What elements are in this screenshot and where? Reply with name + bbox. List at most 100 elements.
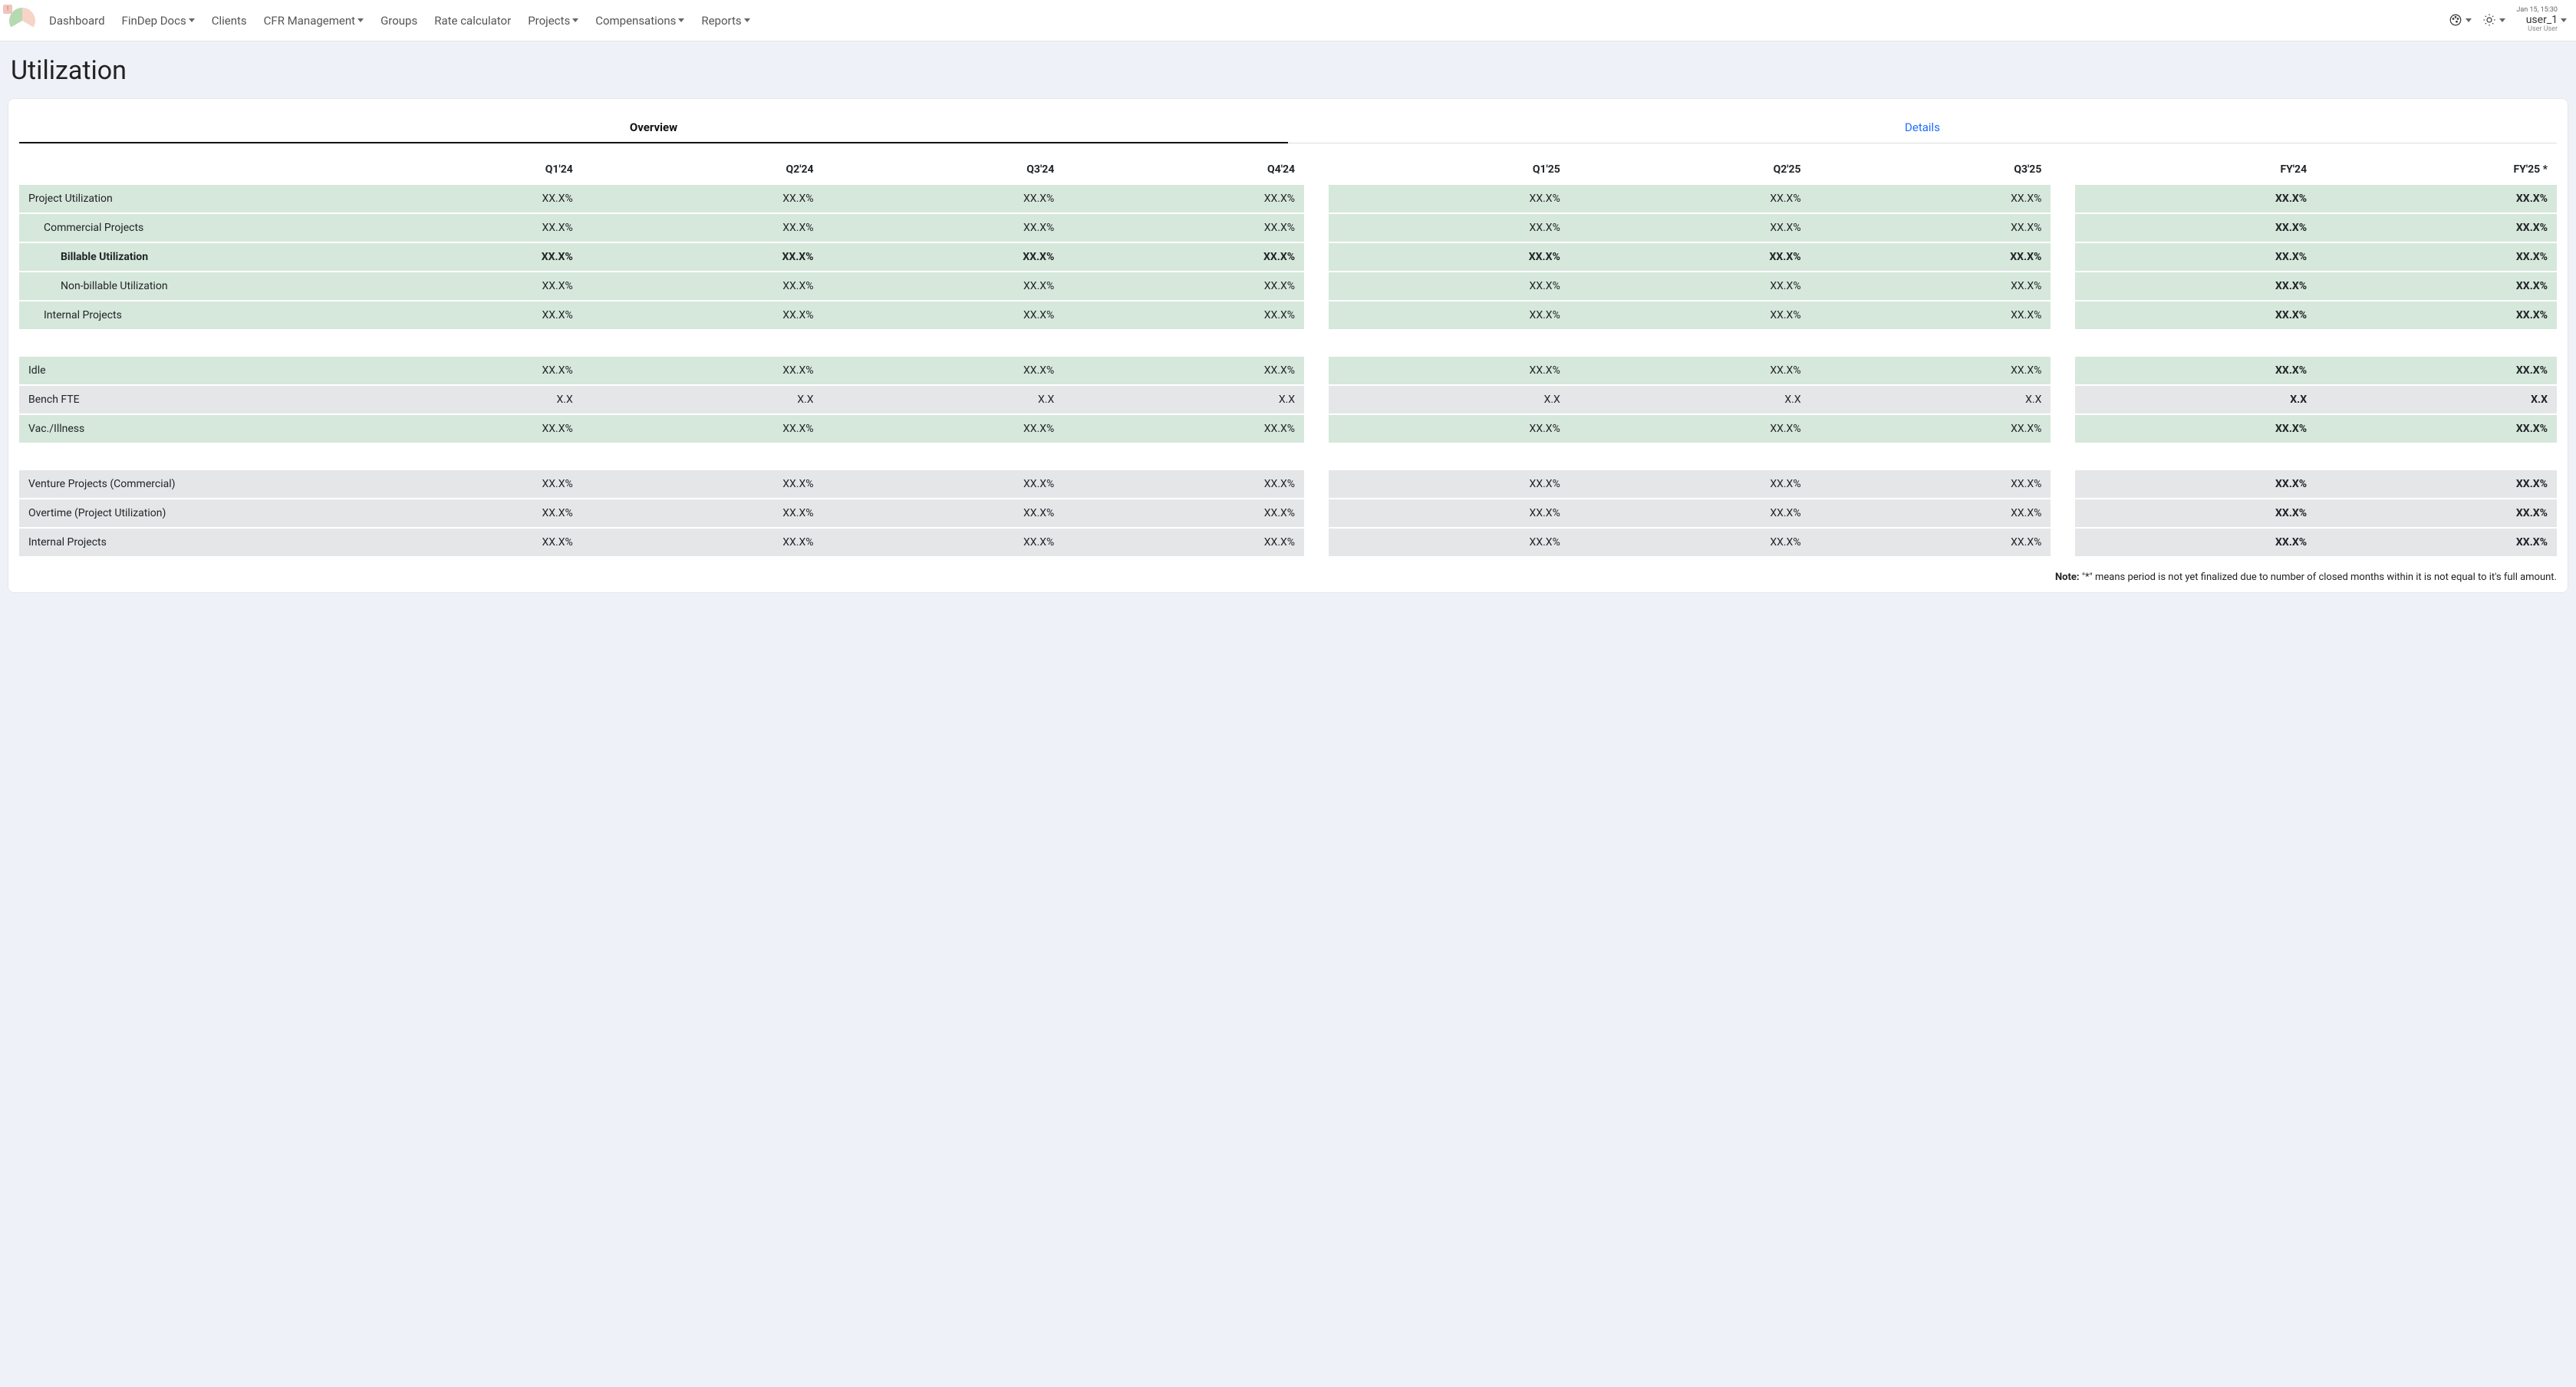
- cell-value: XX.X%: [1810, 243, 2051, 272]
- top-navbar: Dashboard FinDep Docs Clients CFR Manage…: [0, 0, 2576, 41]
- col-fy24: FY'24: [2075, 156, 2316, 185]
- tab-details[interactable]: Details: [1288, 113, 2557, 143]
- chevron-down-icon: [189, 18, 195, 22]
- cell-value: XX.X%: [1063, 499, 1304, 529]
- row-label: Overtime (Project Utilization): [19, 499, 341, 529]
- nav-clients[interactable]: Clients: [212, 14, 247, 28]
- cell-value: XX.X%: [1329, 243, 1570, 272]
- cell-value: XX.X%: [1063, 243, 1304, 272]
- palette-menu[interactable]: [2449, 13, 2472, 27]
- cell-value: XX.X%: [1329, 185, 1570, 214]
- topbar-right: Jan 15, 15:30 user_1 User User: [2449, 7, 2567, 34]
- table-row: Project UtilizationXX.X%XX.X%XX.X%XX.X%X…: [19, 185, 2557, 214]
- page-body: Utilization Overview Details Q1'24 Q2'24…: [0, 41, 2576, 624]
- cell-value: XX.X%: [1063, 214, 1304, 243]
- cell-value: XX.X%: [341, 272, 582, 301]
- cell-value: XX.X%: [341, 415, 582, 444]
- nav-label: Reports: [701, 14, 741, 28]
- nav-reports[interactable]: Reports: [701, 14, 749, 28]
- utilization-table: Q1'24 Q2'24 Q3'24 Q4'24 Q1'25 Q2'25 Q3'2…: [19, 156, 2557, 558]
- cell-value: XX.X%: [1570, 357, 1810, 386]
- utilization-table-wrap: Q1'24 Q2'24 Q3'24 Q4'24 Q1'25 Q2'25 Q3'2…: [19, 156, 2557, 558]
- cell-value: XX.X%: [582, 272, 823, 301]
- row-label: Project Utilization: [19, 185, 341, 214]
- row-label: Non-billable Utilization: [19, 272, 341, 301]
- nav-cfr-management[interactable]: CFR Management: [264, 14, 364, 28]
- row-label: Vac./Illness: [19, 415, 341, 444]
- cell-gap: [2051, 386, 2075, 415]
- cell-value: XX.X%: [2075, 357, 2316, 386]
- cell-value: XX.X%: [2075, 470, 2316, 499]
- cell-value: XX.X%: [1329, 499, 1570, 529]
- cell-value: XX.X%: [2316, 415, 2557, 444]
- cell-value: XX.X%: [2316, 470, 2557, 499]
- cell-value: XX.X%: [1329, 415, 1570, 444]
- cell-value: XX.X%: [582, 185, 823, 214]
- cell-value: XX.X%: [2316, 357, 2557, 386]
- nav-label: Rate calculator: [434, 14, 511, 28]
- cell-value: XX.X%: [823, 243, 1064, 272]
- cell-value: XX.X%: [1570, 301, 1810, 331]
- chevron-down-icon: [2499, 18, 2505, 22]
- cell-gap: [1304, 272, 1329, 301]
- cell-value: XX.X%: [1063, 185, 1304, 214]
- cell-gap: [2051, 185, 2075, 214]
- cell-gap: [2051, 272, 2075, 301]
- nav-groups[interactable]: Groups: [380, 14, 417, 28]
- table-spacer-row: [19, 444, 2557, 470]
- cell-value: XX.X%: [341, 529, 582, 558]
- cell-gap: [1304, 301, 1329, 331]
- table-row: Billable UtilizationXX.X%XX.X%XX.X%XX.X%…: [19, 243, 2557, 272]
- cell-value: XX.X%: [2075, 214, 2316, 243]
- cell-value: XX.X%: [582, 301, 823, 331]
- col-q2-25: Q2'25: [1570, 156, 1810, 185]
- cell-value: XX.X%: [823, 470, 1064, 499]
- cell-value: XX.X%: [2316, 185, 2557, 214]
- cell-value: XX.X%: [2316, 499, 2557, 529]
- footnote: Note: "*" means period is not yet finali…: [19, 572, 2557, 583]
- cell-value: X.X: [1570, 386, 1810, 415]
- cell-value: XX.X%: [1570, 272, 1810, 301]
- nav-dashboard[interactable]: Dashboard: [49, 14, 105, 28]
- nav-rate-calculator[interactable]: Rate calculator: [434, 14, 511, 28]
- chevron-down-icon: [2561, 18, 2567, 22]
- col-q3-24: Q3'24: [823, 156, 1064, 185]
- cell-value: XX.X%: [1570, 529, 1810, 558]
- cell-value: XX.X%: [2075, 243, 2316, 272]
- cell-gap: [2051, 529, 2075, 558]
- theme-menu[interactable]: [2482, 13, 2505, 27]
- cell-value: XX.X%: [341, 499, 582, 529]
- tab-overview[interactable]: Overview: [19, 113, 1288, 143]
- cell-value: XX.X%: [823, 272, 1064, 301]
- cell-value: XX.X%: [2316, 272, 2557, 301]
- cell-value: XX.X%: [2075, 301, 2316, 331]
- cell-value: X.X: [1329, 386, 1570, 415]
- nav-compensations[interactable]: Compensations: [595, 14, 684, 28]
- footnote-prefix: Note:: [2055, 572, 2080, 583]
- tab-bar: Overview Details: [19, 113, 2557, 143]
- table-row: Venture Projects (Commercial)XX.X%XX.X%X…: [19, 470, 2557, 499]
- cell-value: XX.X%: [582, 415, 823, 444]
- cell-value: XX.X%: [823, 214, 1064, 243]
- cell-value: XX.X%: [2316, 243, 2557, 272]
- col-q2-24: Q2'24: [582, 156, 823, 185]
- chevron-down-icon: [357, 18, 364, 22]
- col-gap: [2051, 156, 2075, 185]
- cell-value: XX.X%: [1570, 470, 1810, 499]
- row-label: Internal Projects: [19, 301, 341, 331]
- cell-value: XX.X%: [582, 499, 823, 529]
- table-row: Non-billable UtilizationXX.X%XX.X%XX.X%X…: [19, 272, 2557, 301]
- nav-label: Groups: [380, 14, 417, 28]
- nav-projects[interactable]: Projects: [528, 14, 578, 28]
- cell-gap: [1304, 499, 1329, 529]
- row-label: Venture Projects (Commercial): [19, 470, 341, 499]
- cell-value: XX.X%: [1570, 185, 1810, 214]
- cell-value: XX.X%: [341, 185, 582, 214]
- cell-value: XX.X%: [1063, 415, 1304, 444]
- row-label: Internal Projects: [19, 529, 341, 558]
- cell-value: XX.X%: [1810, 415, 2051, 444]
- user-menu[interactable]: Jan 15, 15:30 user_1 User User: [2516, 7, 2567, 34]
- nav-findep-docs[interactable]: FinDep Docs: [122, 14, 195, 28]
- user-subname: User User: [2528, 26, 2558, 34]
- cell-value: X.X: [823, 386, 1064, 415]
